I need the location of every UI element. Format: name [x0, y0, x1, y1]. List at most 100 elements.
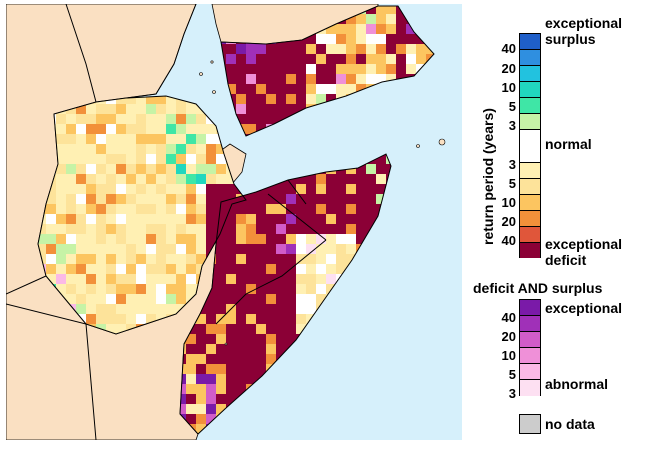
map-cell	[286, 214, 297, 225]
map-cell	[116, 194, 127, 205]
map-cell	[356, 234, 367, 245]
map-cell	[256, 104, 267, 115]
map-cell	[266, 104, 277, 115]
map-cell	[76, 214, 87, 225]
map-cell	[236, 344, 247, 355]
map-cell	[56, 174, 67, 185]
map-cell	[196, 214, 207, 225]
map-cell	[186, 254, 197, 265]
map-cell	[116, 214, 127, 225]
map-cell	[56, 244, 67, 255]
map-cell	[76, 284, 87, 295]
map-cell	[196, 354, 207, 365]
map-cell	[286, 234, 297, 245]
map-cell	[246, 64, 257, 75]
map-cell	[226, 174, 237, 185]
map-cell	[196, 174, 207, 185]
map-cell	[76, 224, 87, 235]
map-cell	[356, 164, 367, 175]
map-cell	[136, 114, 147, 125]
map-cell	[116, 124, 127, 135]
map-cell	[176, 144, 187, 155]
map-cell	[376, 34, 387, 45]
map-cell	[206, 234, 217, 245]
map-cell	[326, 224, 337, 235]
map-cell	[66, 194, 77, 205]
map-cell	[336, 264, 347, 275]
map-cell	[236, 194, 247, 205]
map-cell	[346, 44, 357, 55]
map-cell	[196, 394, 207, 405]
map-cell	[246, 204, 257, 215]
map-cell	[256, 354, 267, 365]
map-cell	[136, 284, 147, 295]
map-cell	[306, 274, 317, 285]
map-cell	[126, 174, 137, 185]
map-cell	[336, 24, 347, 35]
map-cell	[96, 244, 107, 255]
map-cell	[56, 274, 67, 285]
map-cell	[266, 344, 277, 355]
map-cell	[376, 54, 387, 65]
map-cell	[56, 134, 67, 145]
map-cell	[326, 234, 337, 245]
map-cell	[126, 104, 137, 115]
map-cell	[276, 104, 287, 115]
map-cell	[326, 264, 337, 275]
map-cell	[216, 274, 227, 285]
map-cell	[166, 144, 177, 155]
map-cell	[306, 214, 317, 225]
map-cell	[206, 224, 217, 235]
map-cell	[316, 34, 327, 45]
map-cell	[286, 54, 297, 65]
map-cell	[196, 164, 207, 175]
map-cell	[346, 54, 357, 65]
map-cell	[176, 254, 187, 265]
map-cell	[306, 224, 317, 235]
map-cell	[306, 64, 317, 75]
map-cell	[206, 314, 217, 325]
map-cell	[166, 224, 177, 235]
map-cell	[76, 274, 87, 285]
map-cell	[56, 234, 67, 245]
map-cell	[276, 84, 287, 95]
map-cell	[406, 24, 417, 35]
map-cell	[336, 184, 347, 195]
map-cell	[236, 204, 247, 215]
map-cell	[316, 174, 327, 185]
map-cell	[226, 314, 237, 325]
tick-surplus-40: 40	[501, 41, 516, 56]
map-cell	[256, 314, 267, 325]
map-cell	[316, 184, 327, 195]
map-cell	[66, 264, 77, 275]
map-cell	[136, 164, 147, 175]
map-cell	[156, 184, 167, 195]
map-cell	[216, 234, 227, 245]
map-cell	[226, 54, 237, 65]
tick-both-20: 20	[501, 329, 516, 344]
map-cell	[180, 404, 187, 415]
map-cell	[186, 274, 197, 285]
map-cell	[186, 114, 197, 125]
map-cell	[366, 64, 377, 75]
map-cell	[196, 404, 207, 415]
map-cell	[266, 354, 277, 365]
map-cell	[166, 104, 177, 115]
map-cell	[186, 144, 197, 155]
map-cell	[216, 144, 227, 155]
map-cell	[196, 234, 207, 245]
map-cell	[246, 284, 257, 295]
map-cell	[176, 194, 187, 205]
map-cell	[96, 314, 107, 325]
map-cell	[256, 244, 267, 255]
map-cell	[46, 224, 57, 235]
map-cell	[136, 194, 147, 205]
map-cell	[166, 154, 177, 165]
map-cell	[146, 174, 157, 185]
map-cell	[156, 304, 167, 315]
map-cell	[276, 214, 287, 225]
map-cell	[306, 194, 317, 205]
map-cell	[296, 234, 307, 245]
map-cell	[196, 334, 207, 345]
map-cell	[66, 214, 77, 225]
